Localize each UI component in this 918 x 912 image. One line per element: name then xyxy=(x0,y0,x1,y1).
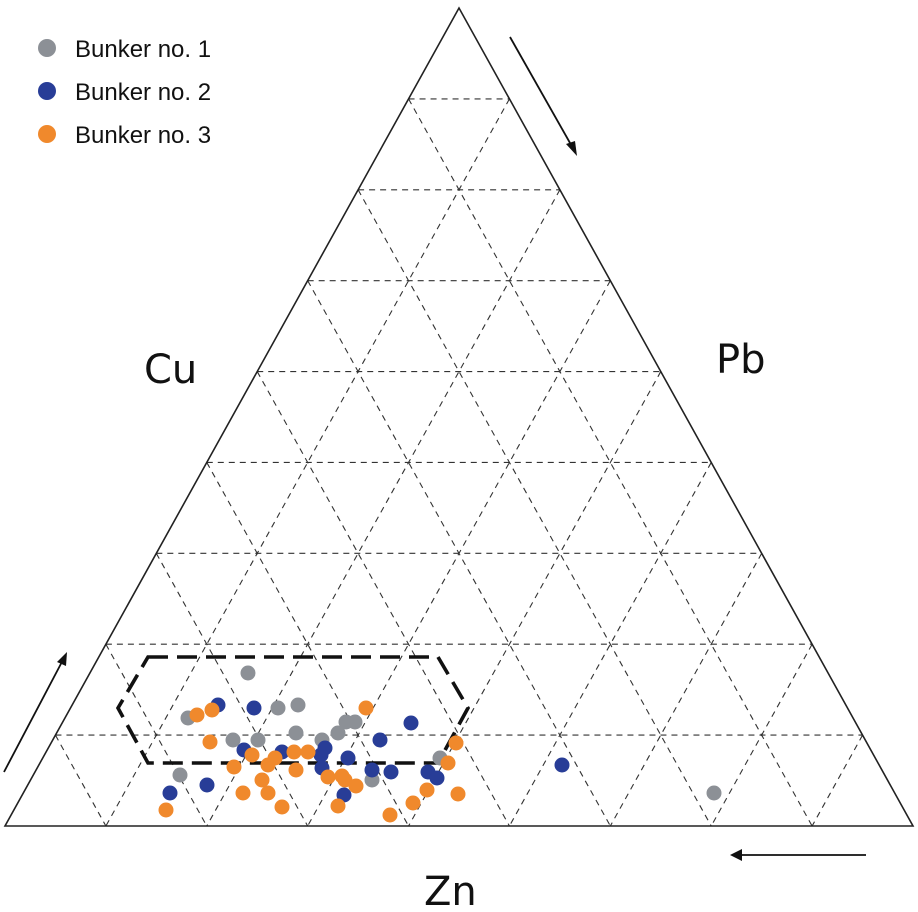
data-point xyxy=(334,768,350,784)
data-point xyxy=(235,785,251,801)
axis-label-zn: Zn xyxy=(424,869,477,912)
axis-label-pb: Pb xyxy=(716,337,766,383)
data-point xyxy=(172,767,188,783)
data-point xyxy=(358,700,374,716)
data-point xyxy=(290,697,306,713)
data-point xyxy=(348,778,364,794)
data-point xyxy=(320,769,336,785)
data-point xyxy=(226,759,242,775)
grid-line-diagonal xyxy=(357,189,712,827)
grid-line-diagonal xyxy=(811,734,864,827)
data-point xyxy=(250,732,266,748)
data-point xyxy=(288,725,304,741)
data-point xyxy=(448,735,464,751)
data-points xyxy=(158,665,722,823)
data-point xyxy=(202,734,218,750)
axis-label-cu: Cu xyxy=(144,347,197,393)
grid-line-diagonal xyxy=(408,371,662,827)
legend-marker xyxy=(38,82,56,100)
data-point xyxy=(317,740,333,756)
grid-line-diagonal xyxy=(609,553,763,827)
grid-line-diagonal xyxy=(508,462,712,827)
data-point xyxy=(706,785,722,801)
grid-line-diagonal xyxy=(54,734,107,827)
data-point xyxy=(336,787,352,803)
data-point xyxy=(330,725,346,741)
legend-marker xyxy=(38,39,56,57)
legend-label: Bunker no. 3 xyxy=(75,122,211,149)
data-point xyxy=(189,707,205,723)
data-point xyxy=(254,772,270,788)
data-point xyxy=(383,764,399,780)
data-point xyxy=(419,782,435,798)
data-point xyxy=(403,715,419,731)
data-point xyxy=(240,665,256,681)
arrow-left-side xyxy=(3,652,67,773)
data-point xyxy=(225,732,241,748)
data-point xyxy=(340,750,356,766)
arrow-right-side xyxy=(509,36,577,156)
data-point xyxy=(260,785,276,801)
grid-line-diagonal xyxy=(206,189,561,827)
data-point xyxy=(364,762,380,778)
data-point xyxy=(158,802,174,818)
legend-label: Bunker no. 2 xyxy=(75,79,211,106)
data-point xyxy=(372,732,388,748)
data-point xyxy=(204,702,220,718)
grid-line-diagonal xyxy=(256,371,510,827)
data-point xyxy=(270,700,286,716)
data-point xyxy=(554,757,570,773)
data-point xyxy=(199,777,215,793)
legend-marker xyxy=(38,125,56,143)
data-point xyxy=(288,762,304,778)
data-point xyxy=(244,747,260,763)
legend-label: Bunker no. 1 xyxy=(75,36,211,63)
data-point xyxy=(450,786,466,802)
data-point xyxy=(300,744,316,760)
data-point xyxy=(330,798,346,814)
data-point xyxy=(405,795,421,811)
data-point xyxy=(429,770,445,786)
legend: Bunker no. 1 Bunker no. 2 Bunker no. 3 xyxy=(38,36,211,149)
ternary-grid xyxy=(54,98,864,827)
triangle-outline xyxy=(3,6,915,827)
grid-line-diagonal xyxy=(155,553,309,827)
data-point xyxy=(260,757,276,773)
data-point xyxy=(162,785,178,801)
data-point xyxy=(382,807,398,823)
data-point xyxy=(286,744,302,760)
data-point xyxy=(274,799,290,815)
data-point xyxy=(347,714,363,730)
data-point xyxy=(246,700,262,716)
arrow-bottom-side xyxy=(730,849,866,861)
data-point xyxy=(440,755,456,771)
